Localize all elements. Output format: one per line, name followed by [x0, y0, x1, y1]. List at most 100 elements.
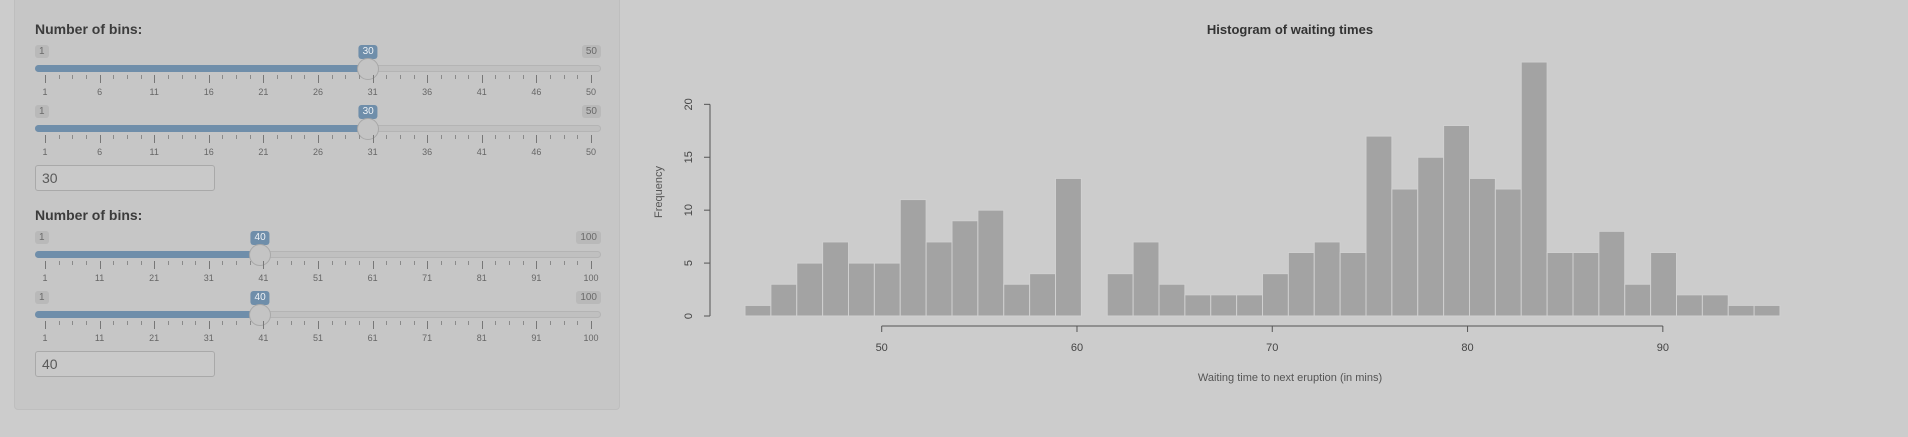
- slider-major-tick: [208, 261, 210, 269]
- slider-tick-label: 61: [367, 273, 378, 283]
- slider-handle[interactable]: [249, 244, 272, 266]
- histogram-bar: [1494, 188, 1522, 317]
- slider-minor-tick: [331, 321, 333, 325]
- slider-tick-label: 6: [97, 147, 103, 157]
- slider-tick-label: 26: [312, 147, 324, 157]
- bins-slider-1a[interactable]: 1 50 30 1 6 11 16 21 26 31 36 41 46 50: [35, 45, 601, 105]
- slider-minor-tick: [72, 261, 74, 265]
- slider-minor-tick: [290, 321, 292, 325]
- slider-minor-tick: [358, 261, 360, 265]
- slider-major-tick: [154, 135, 156, 143]
- slider-minor-tick: [140, 135, 142, 139]
- histogram-bar: [1701, 294, 1729, 317]
- slider-minor-tick: [454, 321, 456, 325]
- histogram-bar: [1184, 294, 1212, 317]
- slider-major-tick: [591, 135, 592, 143]
- slider-minor-tick: [468, 75, 470, 79]
- slider-minor-tick: [113, 321, 115, 325]
- slider-minor-tick: [167, 261, 169, 265]
- histogram-bar: [770, 283, 798, 317]
- slider-major-tick: [481, 75, 483, 83]
- slider-minor-tick: [563, 321, 565, 325]
- slider-major-tick: [99, 135, 101, 143]
- slider-fill: [35, 125, 369, 132]
- slider-min-label: 1: [35, 105, 49, 118]
- slider-minor-tick: [577, 135, 579, 139]
- slider-minor-tick: [85, 261, 87, 265]
- slider-major-tick: [536, 75, 538, 83]
- slider-minor-tick: [290, 135, 292, 139]
- y-tick-label: 5: [683, 260, 695, 266]
- slider-ticks: 1 11 21 31 41 51 61 71 81 91 100: [35, 261, 601, 291]
- slider-major-tick: [481, 135, 483, 143]
- slider-minor-tick: [468, 321, 470, 325]
- slider-major-tick: [372, 321, 374, 329]
- slider-minor-tick: [167, 75, 169, 79]
- slider-minor-tick: [222, 75, 224, 79]
- slider-tick-label: 41: [258, 273, 269, 283]
- y-tick-label: 15: [683, 151, 695, 163]
- y-tick-label: 0: [683, 313, 695, 319]
- histogram-bar: [1727, 304, 1755, 317]
- histogram-bar: [1417, 156, 1445, 317]
- slider-minor-tick: [181, 75, 183, 79]
- slider-major-tick: [45, 321, 46, 329]
- slider-tick-label: 41: [476, 87, 487, 97]
- slider-handle[interactable]: [357, 58, 380, 80]
- slider-minor-tick: [222, 321, 224, 325]
- slider-tick-label: 100: [583, 333, 599, 343]
- slider-tick-label: 11: [149, 87, 159, 97]
- slider-major-tick: [481, 321, 483, 329]
- histogram-bar: [873, 262, 901, 317]
- bins-number-input-2[interactable]: [35, 351, 215, 377]
- slider-minor-tick: [277, 261, 279, 265]
- slider-major-tick: [263, 321, 265, 329]
- slider-minor-tick: [195, 261, 197, 265]
- slider-minor-tick: [577, 75, 579, 79]
- x-tick-label: 80: [1461, 342, 1473, 354]
- slider-major-tick: [208, 321, 210, 329]
- slider-minor-tick: [58, 75, 60, 79]
- histogram-bar: [1287, 252, 1315, 317]
- bins-slider-1b[interactable]: 1 50 30 1 6 11 16 21 26 31 36 41 46 50: [35, 105, 601, 165]
- slider-handle[interactable]: [249, 304, 272, 326]
- slider-major-tick: [318, 321, 319, 329]
- slider-minor-tick: [290, 75, 292, 79]
- slider-fill: [35, 311, 261, 318]
- histogram-plot: Histogram of waiting times Waiting time …: [640, 0, 1908, 432]
- slider-minor-tick: [222, 135, 224, 139]
- bins-slider-2b[interactable]: 1 100 40 1 11 21 31 41 51 61 71 81 91 100: [35, 291, 601, 351]
- slider-minor-tick: [495, 75, 497, 79]
- slider-major-tick: [591, 75, 592, 83]
- slider-tick-label: 51: [312, 333, 324, 343]
- slider-minor-tick: [440, 261, 442, 265]
- slider-major-tick: [536, 321, 538, 329]
- histogram-bar: [1650, 252, 1677, 317]
- slider-major-tick: [154, 261, 156, 269]
- slider-minor-tick: [277, 321, 279, 325]
- slider-minor-tick: [113, 135, 115, 139]
- slider-minor-tick: [522, 321, 524, 325]
- slider-minor-tick: [236, 75, 238, 79]
- slider-minor-tick: [126, 75, 128, 79]
- slider-major-tick: [208, 135, 210, 143]
- bins-number-input-1[interactable]: [35, 165, 215, 191]
- slider-major-tick: [427, 135, 429, 143]
- slider-minor-tick: [249, 321, 251, 325]
- slider-minor-tick: [495, 135, 497, 139]
- bins-slider-2a[interactable]: 1 100 40 1 11 21 31 41 51 61 71 81 91 100: [35, 231, 601, 291]
- histogram-bar: [1339, 252, 1367, 317]
- histogram-bar: [848, 262, 875, 317]
- slider-handle[interactable]: [357, 118, 380, 140]
- slider-minor-tick: [331, 75, 333, 79]
- slider-tick-label: 46: [531, 147, 542, 157]
- slider-minor-tick: [195, 321, 197, 325]
- slider-minor-tick: [345, 75, 347, 79]
- x-tick-label: 90: [1657, 342, 1669, 354]
- slider-minor-tick: [550, 261, 552, 265]
- slider-minor-tick: [58, 261, 60, 265]
- slider-major-tick: [427, 261, 429, 269]
- slider-tick-label: 16: [203, 87, 214, 97]
- histogram-bar: [977, 209, 1005, 317]
- slider-minor-tick: [440, 135, 442, 139]
